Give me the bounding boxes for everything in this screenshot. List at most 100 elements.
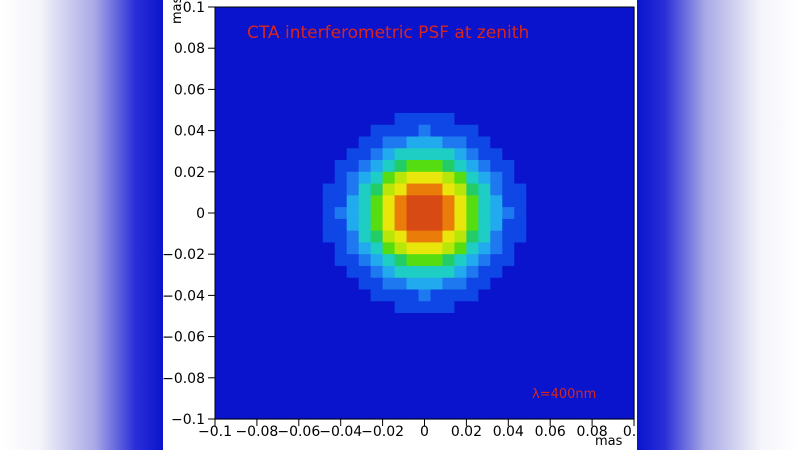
heatmap-cell	[226, 277, 240, 291]
heatmap-cell	[358, 254, 372, 267]
heatmap-cell	[322, 124, 336, 138]
heatmap-cell	[538, 218, 551, 232]
heatmap-cell	[262, 371, 276, 385]
y-tick-label: −0.02	[163, 247, 205, 263]
heatmap-cell	[286, 207, 300, 220]
heatmap-cell	[442, 324, 456, 338]
heatmap-cell	[226, 148, 240, 161]
heatmap-cell	[538, 7, 551, 20]
heatmap-cell	[526, 101, 539, 114]
heatmap-cell	[466, 348, 479, 361]
heatmap-cell	[382, 407, 396, 420]
heatmap-cell	[598, 65, 611, 79]
heatmap-cell	[442, 195, 456, 208]
heatmap-cell	[250, 77, 264, 90]
heatmap-cell	[502, 18, 515, 32]
heatmap-cell	[322, 160, 336, 173]
heatmap-cell	[466, 195, 479, 208]
heatmap-cell	[574, 171, 587, 185]
heatmap-cell	[286, 18, 300, 32]
heatmap-cell	[322, 77, 336, 90]
heatmap-cell	[334, 242, 348, 255]
heatmap-cell	[538, 242, 551, 255]
heatmap-cell	[334, 348, 348, 361]
heatmap-cell	[346, 265, 360, 279]
heatmap-cell	[598, 77, 611, 90]
heatmap-cell	[322, 112, 336, 126]
heatmap-cell	[298, 348, 312, 361]
heatmap-cell	[358, 101, 372, 114]
heatmap-cell	[586, 395, 599, 408]
heatmap-cell	[334, 112, 348, 126]
heatmap-cell	[250, 148, 264, 161]
heatmap-cell	[418, 136, 432, 149]
heatmap-cell	[406, 18, 420, 32]
heatmap-cell	[586, 301, 599, 314]
heatmap-cell	[310, 336, 324, 349]
heatmap-cell	[226, 112, 240, 126]
heatmap-cell	[406, 89, 420, 102]
heatmap-cell	[346, 89, 360, 102]
heatmap-cell	[502, 195, 515, 208]
heatmap-cell	[610, 324, 623, 338]
heatmap-cell	[466, 124, 479, 138]
heatmap-cell	[430, 101, 444, 114]
heatmap-cell	[586, 124, 599, 138]
heatmap-cell	[418, 89, 432, 102]
heatmap-cell	[586, 360, 599, 373]
heatmap-cell	[334, 124, 348, 138]
heatmap-cell	[442, 242, 456, 255]
heatmap-cell	[610, 89, 623, 102]
heatmap-cell	[406, 336, 420, 349]
heatmap-cell	[574, 407, 587, 420]
heatmap-cell	[310, 30, 324, 43]
heatmap-cell	[430, 313, 444, 326]
heatmap-cell	[466, 160, 479, 173]
heatmap-cell	[262, 242, 276, 255]
heatmap-cell	[514, 183, 527, 196]
heatmap-cell	[430, 77, 444, 90]
heatmap-cell	[598, 395, 611, 408]
heatmap-cell	[454, 54, 467, 67]
heatmap-cell	[598, 254, 611, 267]
heatmap-cell	[298, 324, 312, 338]
heatmap-cell	[274, 30, 288, 43]
heatmap-cell	[406, 289, 420, 302]
heatmap-cell	[550, 30, 563, 43]
heatmap-cell	[382, 242, 396, 255]
heatmap-cell	[358, 277, 372, 291]
heatmap-cell	[322, 371, 336, 385]
x-tick-label: −0.02	[361, 424, 404, 440]
heatmap-cell	[562, 218, 575, 232]
heatmap-cell	[418, 207, 432, 220]
heatmap-cell	[262, 160, 276, 173]
heatmap-cell	[358, 360, 372, 373]
heatmap-cell	[406, 324, 420, 338]
heatmap-cell	[346, 148, 360, 161]
heatmap-cell	[598, 160, 611, 173]
heatmap-cell	[286, 7, 300, 20]
heatmap-cell	[262, 42, 276, 55]
heatmap-cell	[215, 395, 228, 408]
heatmap-cell	[550, 265, 563, 279]
heatmap-cell	[370, 265, 384, 279]
heatmap-cell	[238, 136, 252, 149]
heatmap-cell	[274, 42, 288, 55]
heatmap-cell	[442, 65, 456, 79]
heatmap-cell	[586, 371, 599, 385]
heatmap-cell	[466, 148, 479, 161]
heatmap-cell	[574, 383, 587, 397]
heatmap-cell	[550, 336, 563, 349]
heatmap-cell	[490, 7, 503, 20]
heatmap-cell	[274, 112, 288, 126]
heatmap-cell	[298, 277, 312, 291]
heatmap-cell	[442, 7, 456, 20]
heatmap-cell	[358, 265, 372, 279]
heatmap-cell	[454, 313, 467, 326]
heatmap-cell	[442, 230, 456, 244]
heatmap-cell	[346, 207, 360, 220]
heatmap-cell	[586, 77, 599, 90]
heatmap-cell	[538, 30, 551, 43]
y-tick-label: 0	[196, 206, 205, 222]
heatmap-cell	[298, 254, 312, 267]
